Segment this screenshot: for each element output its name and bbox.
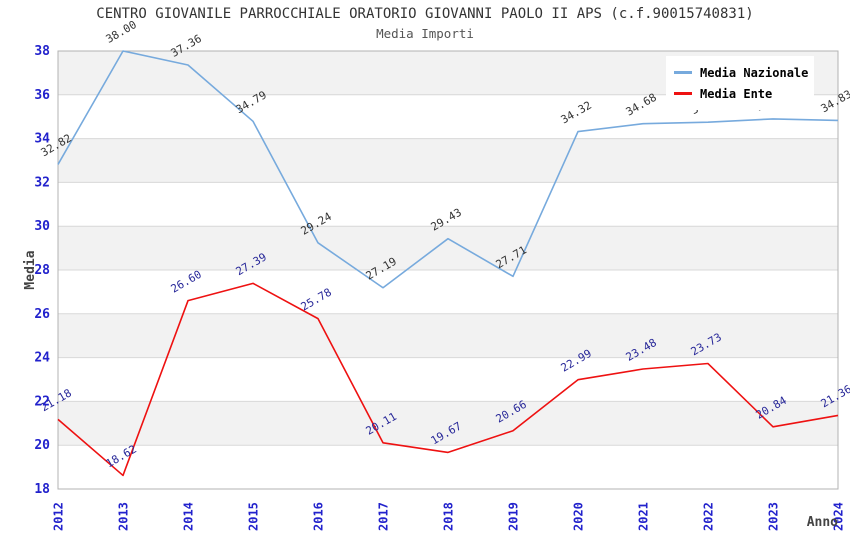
svg-text:2016: 2016 [312, 502, 326, 531]
y-axis-tick-labels: 18 20 22 24 26 28 30 32 34 36 38 [34, 44, 50, 497]
svg-text:2013: 2013 [117, 502, 131, 531]
svg-text:2024: 2024 [832, 502, 846, 531]
legend-item-media-nazionale: Media Nazionale [674, 62, 808, 83]
svg-text:18.62: 18.62 [104, 442, 139, 470]
plot-frame [57, 50, 839, 490]
x-axis-title: Anno [807, 515, 838, 530]
svg-text:2022: 2022 [702, 502, 716, 531]
svg-text:34.32: 34.32 [559, 99, 594, 127]
svg-text:28: 28 [34, 263, 50, 278]
svg-text:30: 30 [34, 219, 50, 234]
legend-label: Media Ente [700, 86, 773, 101]
svg-text:2017: 2017 [377, 502, 391, 531]
svg-text:2014: 2014 [182, 502, 196, 531]
chart-title: CENTRO GIOVANILE PARROCCHIALE ORATORIO G… [96, 6, 754, 22]
svg-text:26.60: 26.60 [169, 268, 204, 296]
svg-text:24: 24 [34, 351, 50, 366]
y-axis-title: Media [23, 250, 38, 289]
x-axis-tick-labels: 2012 2013 2014 2015 2016 2017 2018 2019 2020 2021… [52, 502, 846, 531]
legend-swatch-red-line-icon [674, 92, 692, 95]
svg-text:34: 34 [34, 132, 50, 147]
svg-text:38: 38 [34, 44, 50, 59]
svg-text:20: 20 [34, 438, 50, 453]
svg-text:2019: 2019 [507, 502, 521, 531]
svg-text:2018: 2018 [442, 502, 456, 531]
svg-text:22: 22 [34, 394, 50, 409]
svg-text:32: 32 [34, 175, 50, 190]
legend: Media Nazionale Media Ente [666, 56, 814, 110]
chart-subtitle: Media Importi [376, 26, 474, 41]
legend-label: Media Nazionale [700, 65, 809, 80]
svg-text:2021: 2021 [637, 502, 651, 531]
plot-bands [58, 51, 838, 446]
legend-item-media-ente: Media Ente [674, 83, 808, 104]
svg-text:18: 18 [34, 482, 50, 497]
svg-text:2023: 2023 [767, 502, 781, 531]
svg-text:36: 36 [34, 88, 50, 103]
svg-text:26: 26 [34, 307, 50, 322]
legend-swatch-blue-line-icon [674, 71, 692, 74]
svg-text:2012: 2012 [52, 502, 66, 531]
series-lines [57, 50, 839, 477]
svg-text:2015: 2015 [247, 502, 261, 531]
svg-text:38.00: 38.00 [104, 18, 139, 46]
svg-text:25.78: 25.78 [299, 286, 334, 314]
svg-text:2020: 2020 [572, 502, 586, 531]
